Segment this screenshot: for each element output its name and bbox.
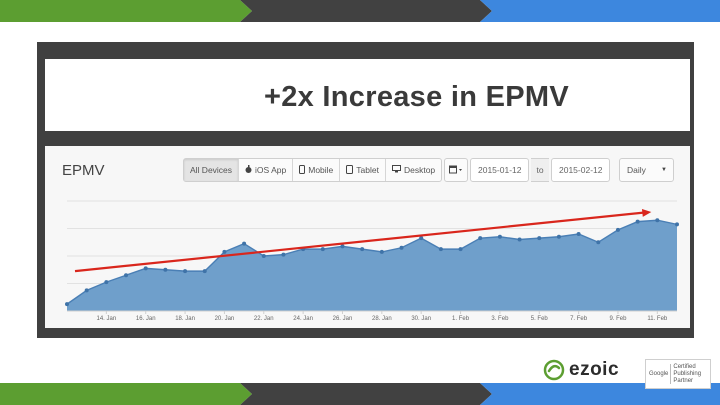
x-tick-label: 24. Jan [293, 316, 313, 322]
badge-line: Partner [673, 377, 694, 384]
slide-title: +2x Increase in EPMV [263, 81, 570, 113]
caret-down-icon: ▼ [661, 167, 667, 173]
device-all-devices-button[interactable]: All Devices [184, 159, 240, 181]
apple-icon [245, 165, 252, 175]
date-from-input[interactable]: 2015-01-12 [470, 158, 529, 182]
x-tick-label: 9. Feb [609, 316, 627, 322]
device-mobile-button[interactable]: Mobile [293, 159, 341, 181]
device-label: Mobile [308, 165, 334, 175]
epmv-point [675, 222, 679, 227]
epmv-point [242, 241, 247, 246]
interval-select[interactable]: Daily ▼ [619, 158, 674, 182]
device-tablet-button[interactable]: Tablet [340, 159, 386, 181]
badge-divider [670, 364, 672, 384]
epmv-point [143, 266, 148, 271]
x-tick-label: 26. Jan [333, 316, 353, 322]
epmv-point [576, 232, 581, 236]
x-tick-label: 22. Jan [254, 316, 274, 322]
x-tick-label: 30. Jan [411, 316, 431, 322]
epmv-point [84, 288, 89, 293]
epmv-point [655, 218, 660, 223]
device-ios-app-button[interactable]: iOS App [239, 159, 294, 181]
desktop-icon [391, 165, 401, 175]
x-tick-label: 7. Feb [570, 316, 588, 322]
epmv-point [635, 219, 640, 224]
epmv-dashboard: 14. Jan 16. Jan 18. Jan 20. Jan 22. Jan 24. J… [45, 146, 690, 328]
trend-arrowhead [641, 208, 652, 217]
stripe-segment [480, 0, 720, 22]
stripe-segment [240, 383, 492, 405]
device-filter-group: All Devices iOS App Mobile Tablet Deskto… [183, 158, 443, 182]
device-label: All Devices [190, 165, 233, 175]
epmv-point [163, 267, 168, 272]
epmv-point [340, 244, 345, 249]
stripe-segment [240, 0, 492, 22]
tablet-icon [346, 164, 354, 176]
x-tick-label: 28. Jan [372, 316, 392, 322]
x-tick-label: 3. Feb [491, 316, 509, 322]
badge-text-lines: Certified Publishing Partner [673, 364, 701, 385]
epmv-point [379, 249, 384, 254]
interval-value: Daily [627, 165, 646, 175]
x-tick-label: 11. Feb [647, 316, 668, 322]
bottom-color-stripe [0, 383, 720, 405]
epmv-point [537, 236, 542, 241]
epmv-point [281, 252, 286, 257]
x-tick-label: 20. Jan [215, 316, 235, 322]
x-tick-label: 14. Jan [97, 316, 117, 322]
epmv-point [124, 273, 129, 278]
epmv-point [65, 302, 69, 307]
epmv-point [438, 247, 443, 252]
epmv-point [419, 236, 424, 241]
epmv-point [478, 236, 483, 241]
date-range-separator: to [531, 158, 549, 182]
epmv-point [261, 254, 266, 258]
epmv-point [517, 237, 522, 242]
ezoic-logo: ezoic [543, 358, 619, 382]
x-tick-label: 16. Jan [136, 316, 156, 322]
epmv-point [497, 234, 502, 239]
device-label: iOS App [255, 165, 287, 175]
badge-google-text: Google [649, 371, 669, 377]
device-label: Tablet [356, 165, 379, 175]
badge-line: Certified [673, 363, 696, 370]
metric-label: EPMV [62, 162, 105, 179]
epmv-point [458, 247, 463, 252]
trend-line [74, 211, 644, 273]
calendar-button[interactable] [444, 158, 468, 182]
epmv-point [596, 240, 601, 245]
x-tick-label: 5. Feb [531, 316, 549, 322]
top-stripe-graphic [0, 0, 720, 22]
epmv-area [67, 220, 677, 311]
bottom-stripe-graphic [0, 383, 720, 405]
epmv-point [104, 280, 109, 285]
epmv-point [556, 234, 561, 239]
x-tick-label: 1. Feb [452, 316, 470, 322]
ezoic-mark-icon [543, 359, 565, 381]
mobile-icon [299, 164, 306, 176]
device-desktop-button[interactable]: Desktop [386, 159, 441, 181]
stripe-segment [0, 383, 252, 405]
google-certified-badge: Google Certified Publishing Partner [645, 359, 711, 389]
epmv-point [360, 247, 365, 252]
device-label: Desktop [403, 165, 436, 175]
title-panel: +2x Increase in EPMV [45, 59, 690, 131]
epmv-point [399, 245, 404, 250]
x-tick-label: 18. Jan [175, 316, 195, 322]
date-to-input[interactable]: 2015-02-12 [551, 158, 610, 182]
top-color-stripe [0, 0, 720, 22]
epmv-point [202, 269, 207, 274]
epmv-point [320, 247, 325, 252]
calendar-icon [449, 165, 463, 176]
epmv-line [66, 219, 678, 305]
epmv-point [615, 227, 620, 232]
epmv-chart: 14. Jan 16. Jan 18. Jan 20. Jan 22. Jan 24. J… [65, 200, 679, 322]
ezoic-wordmark: ezoic [569, 359, 620, 380]
badge-line: Publishing [673, 370, 702, 377]
stripe-segment [0, 0, 252, 22]
epmv-point [222, 249, 227, 254]
epmv-point [183, 269, 188, 274]
